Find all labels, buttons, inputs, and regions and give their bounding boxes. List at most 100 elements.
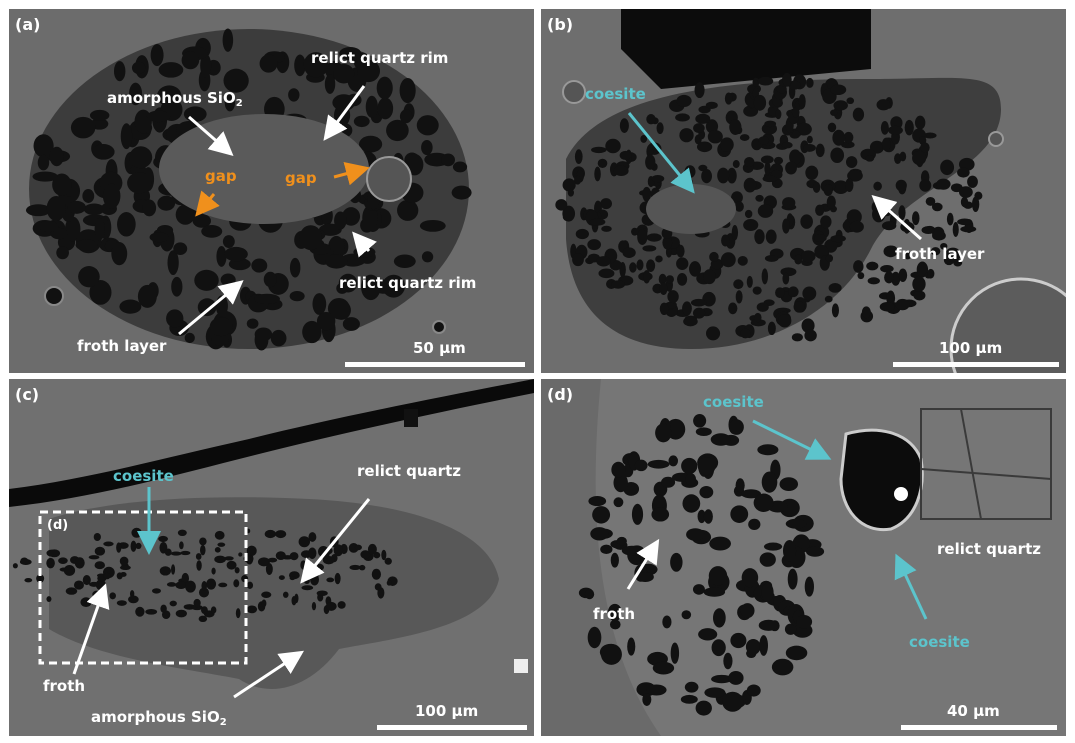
pore — [119, 299, 142, 314]
pore — [880, 264, 894, 273]
pore — [326, 577, 335, 583]
pore — [74, 557, 85, 569]
pore — [92, 144, 115, 160]
pore — [647, 459, 670, 469]
coesite-bottom-label: coesite — [909, 633, 970, 651]
pore — [971, 196, 980, 212]
pore — [353, 115, 370, 128]
pore — [94, 217, 105, 241]
pore — [263, 271, 277, 288]
pore — [785, 161, 797, 175]
pore — [764, 120, 777, 128]
pore — [793, 301, 805, 313]
pore — [883, 245, 898, 258]
pore — [812, 181, 821, 193]
pore — [832, 129, 846, 146]
pore — [693, 123, 705, 134]
pore — [246, 545, 257, 557]
pore — [761, 471, 778, 493]
panel-a: (a) relict quartz rim amorphous SiO2 gap… — [9, 9, 534, 373]
pore — [179, 541, 184, 550]
pore — [94, 561, 106, 570]
pore — [613, 473, 628, 493]
pore — [116, 572, 123, 580]
pore — [166, 582, 177, 587]
pore — [210, 606, 217, 614]
pore — [128, 595, 139, 604]
panel-a-scale-text: 50 µm — [413, 339, 466, 357]
pore — [243, 554, 254, 563]
pore — [216, 245, 227, 267]
pore — [659, 302, 669, 316]
pore — [357, 59, 381, 83]
pore — [175, 609, 187, 618]
pore — [83, 203, 105, 216]
pore — [642, 245, 657, 252]
pore — [730, 505, 749, 523]
pore — [731, 225, 739, 241]
panel-b-scale-text: 100 µm — [939, 339, 1003, 357]
pore — [646, 233, 662, 242]
pore — [102, 183, 121, 209]
pore — [815, 143, 825, 158]
pore — [65, 587, 78, 595]
pore — [753, 94, 767, 111]
pore — [324, 547, 333, 555]
pore — [930, 247, 941, 256]
pore — [597, 158, 608, 168]
pore — [689, 261, 702, 277]
pore — [584, 589, 595, 600]
pore — [376, 76, 393, 100]
pore — [758, 136, 770, 145]
pore — [12, 563, 18, 569]
gap-left-label: gap — [205, 167, 237, 185]
pore — [119, 565, 131, 570]
pore — [362, 205, 378, 231]
pore — [658, 273, 667, 285]
pore — [282, 591, 289, 598]
panel-d-scale-text: 40 µm — [947, 702, 1000, 720]
pore — [93, 532, 101, 542]
pore — [904, 119, 914, 136]
pore — [801, 318, 815, 333]
pore — [629, 262, 637, 273]
pore — [175, 581, 187, 589]
pore — [334, 572, 341, 585]
pore — [867, 277, 880, 285]
pore — [815, 204, 825, 216]
pore — [48, 549, 61, 558]
pore — [756, 302, 769, 312]
pore — [171, 564, 176, 575]
pore — [690, 298, 707, 307]
pore — [224, 93, 236, 112]
pore — [298, 536, 311, 548]
pore — [419, 219, 446, 232]
pore — [46, 195, 66, 221]
pore — [393, 254, 416, 269]
pore — [696, 141, 713, 153]
pore — [195, 553, 202, 560]
pore — [967, 175, 978, 188]
pore — [209, 317, 233, 337]
pore — [771, 658, 794, 676]
pore — [275, 530, 287, 539]
pore — [957, 167, 970, 178]
pore — [365, 95, 378, 118]
pore — [643, 270, 651, 284]
pore — [193, 598, 201, 608]
pore — [562, 178, 576, 192]
pore — [800, 214, 813, 229]
pore — [316, 312, 336, 331]
pore — [705, 119, 719, 134]
panel-b-label: (b) — [547, 15, 574, 34]
pore — [791, 333, 803, 342]
pore — [760, 155, 774, 164]
pore — [38, 220, 59, 233]
pore — [741, 568, 759, 588]
pore — [845, 178, 854, 193]
froth-label: froth — [43, 677, 86, 695]
pore — [739, 134, 750, 141]
pore — [899, 151, 907, 162]
pore — [936, 178, 951, 190]
pore — [921, 226, 936, 234]
